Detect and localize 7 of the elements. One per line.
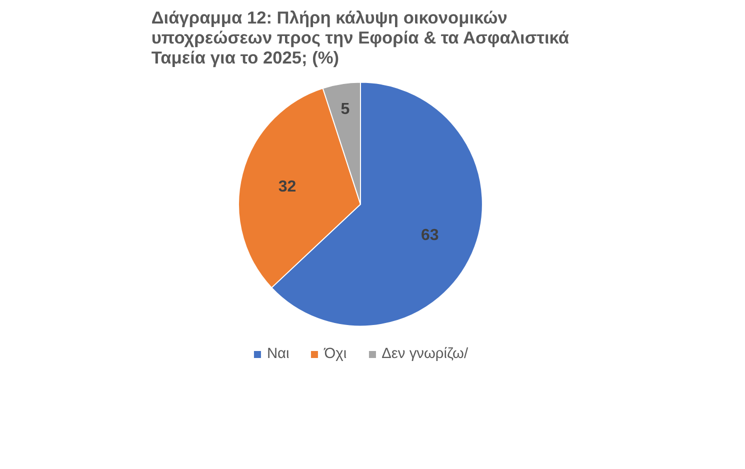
data-label: 63	[420, 227, 439, 244]
chart-title: Διάγραμμα 12: Πλήρη κάλυψη οικονομικών υποχρεώσεων προς την Εφορία & τα Ασφαλιστικά Ταμεία για το 2025; (%)	[151, 8, 570, 68]
legend-label: Ναι	[266, 346, 290, 362]
data-label: 32	[278, 178, 296, 196]
legend-label: Όχι	[324, 346, 347, 362]
legend-label: Δεν γνωρίζω/	[382, 346, 468, 362]
data-label: 5	[340, 100, 350, 118]
